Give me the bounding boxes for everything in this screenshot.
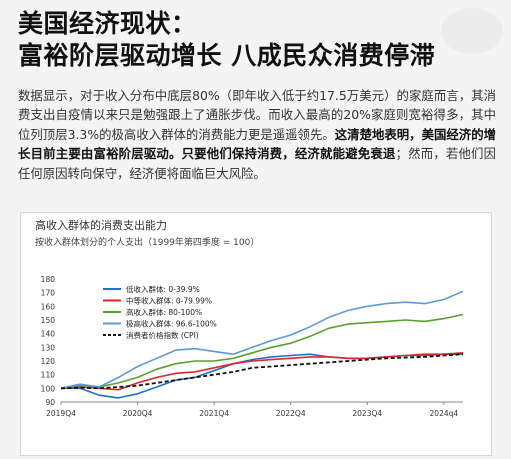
chart-title: 高收入群体的消费支出能力 xyxy=(35,219,167,232)
corner-decoration xyxy=(441,8,503,54)
y-tick-label: 140 xyxy=(41,330,56,339)
x-tick-label: 2021Q4 xyxy=(199,409,229,418)
headline-line-2: 富裕阶层驱动增长 八成民众消费停滞 xyxy=(18,41,436,70)
series-line-5 xyxy=(60,353,464,390)
x-tick-label: 2023Q4 xyxy=(352,409,382,418)
legend-label-1: 低收入群体: 0-39.9% xyxy=(126,284,200,294)
article-text-tail: ；然而，若他们因任何原因转向保守，经济便将面临巨大风险。 xyxy=(18,146,497,181)
article-text-normal: 数据显示，对于收入分布中底层80%（即年收入低于约17.5万美元）的家庭而言，其… xyxy=(18,88,496,142)
y-tick-label: 90 xyxy=(45,398,55,407)
chart-subtitle: 按收入群体划分的个人支出（1999年第四季度 = 100） xyxy=(35,238,260,248)
y-tick-label: 110 xyxy=(41,371,56,380)
y-tick-label: 100 xyxy=(41,384,56,393)
article-text-bold: 这清楚地表明，美国经济的增长目前主要由富裕阶层驱动。只要他们保持消费，经济就能避… xyxy=(18,126,496,162)
headline-line-1: 美国经济现状： xyxy=(18,9,197,38)
x-tick-label: 2022Q4 xyxy=(276,409,306,418)
y-tick-label: 160 xyxy=(41,302,56,311)
legend-label-5: 消费者价格指数 (CPI) xyxy=(126,330,199,340)
y-tick-label: 130 xyxy=(41,343,56,352)
x-tick-label: 2024q4 xyxy=(430,409,459,418)
legend-label-2: 中等收入群体: 0-79.99% xyxy=(126,296,212,306)
legend-label-4: 极高收入群体: 96.6-100% xyxy=(126,319,217,329)
y-tick-label: 180 xyxy=(41,275,56,284)
y-tick-label: 170 xyxy=(41,289,56,298)
chart-card: 高收入群体的消费支出能力 按收入群体划分的个人支出（1999年第四季度 = 10… xyxy=(20,212,492,456)
series-line-3 xyxy=(60,313,464,390)
article-paragraph: 数据显示，对于收入分布中底层80%（即年收入低于约17.5万美元）的家庭而言，其… xyxy=(18,86,496,183)
x-tick-label: 2019Q4 xyxy=(46,409,76,418)
x-tick-label: 2020Q4 xyxy=(123,409,153,418)
y-tick-label: 150 xyxy=(41,316,56,325)
line-chart: 90 100 110 120 130 140 150 160 170 180 2019Q4 2020Q… xyxy=(41,275,464,418)
headline: 美国经济现状： 富裕阶层驱动增长 八成民众消费停滞 xyxy=(18,8,498,72)
series-line-4 xyxy=(60,290,464,390)
legend-label-3: 高收入群体: 80-100% xyxy=(126,307,202,317)
y-tick-label: 120 xyxy=(41,357,56,366)
